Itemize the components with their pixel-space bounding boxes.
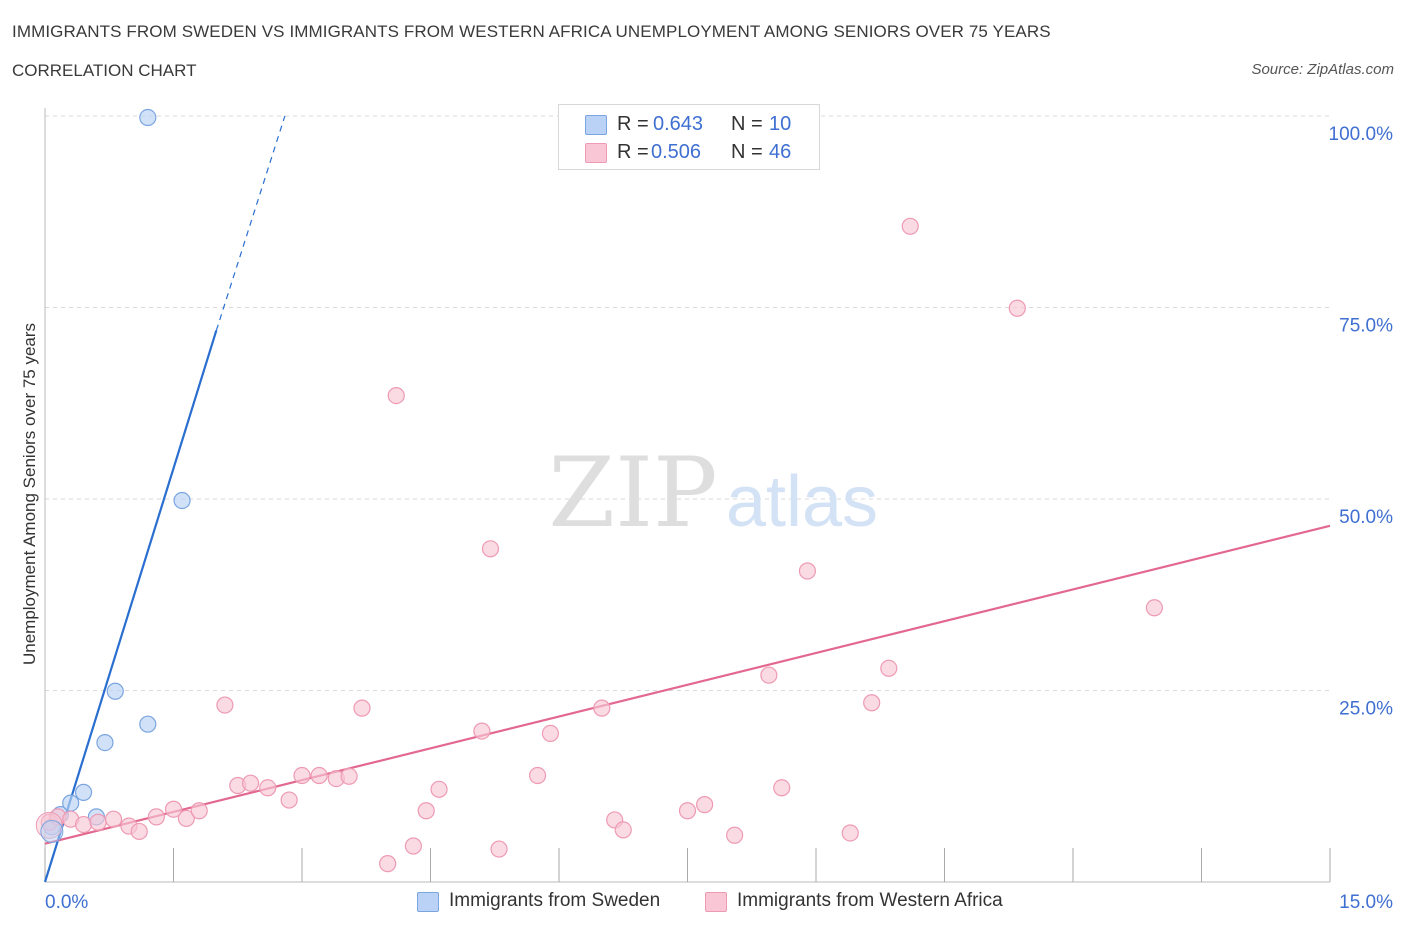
- point-wafrica: [164, 800, 183, 818]
- y-tick-label: 75.0%: [1339, 316, 1393, 337]
- legend-n-label: N =: [731, 141, 763, 163]
- point-wafrica: [880, 659, 898, 677]
- source-label: Source: ZipAtlas.com: [1251, 61, 1394, 78]
- point-wafrica: [473, 722, 491, 740]
- point-wafrica: [726, 826, 744, 844]
- point-wafrica: [841, 824, 859, 842]
- point-wafrica: [430, 780, 448, 798]
- point-wafrica: [773, 779, 791, 797]
- watermark-zip: ZIP: [548, 437, 717, 549]
- point-wafrica: [404, 837, 422, 855]
- point-wafrica: [379, 855, 397, 873]
- bottom-legend-label-sweden: Immigrants from Sweden: [449, 890, 661, 911]
- point-wafrica: [593, 699, 611, 717]
- point-wafrica: [147, 808, 165, 826]
- watermark-atlas: atlas: [726, 462, 878, 542]
- legend-r-value-wafrica: 0.506: [651, 141, 702, 163]
- point-wafrica: [798, 562, 817, 580]
- trendline-sweden: [43, 330, 218, 883]
- grid-layer: [45, 115, 1330, 691]
- legend-r-label: R =: [617, 113, 649, 135]
- legend-n-value-wafrica: 46: [769, 141, 792, 163]
- point-sweden: [173, 491, 191, 510]
- point-wafrica: [74, 815, 93, 834]
- trendline-wafrica: [44, 524, 1331, 845]
- legend-n-label: N =: [731, 113, 763, 135]
- bottom-legend-swatch-wafrica: [705, 892, 727, 912]
- bottom-legend-swatch-sweden: [417, 892, 439, 912]
- bottom-legend-label-wafrica: Immigrants from Western Africa: [737, 890, 1003, 911]
- point-wafrica: [417, 802, 435, 820]
- point-wafrica: [678, 802, 697, 820]
- point-wafrica: [280, 791, 298, 809]
- x-tick-label-min: 0.0%: [45, 892, 88, 913]
- x-tick-label-max: 15.0%: [1339, 892, 1393, 913]
- y-axis-label: Unemployment Among Seniors over 75 years: [20, 323, 39, 665]
- axis-layer: [44, 108, 1331, 883]
- point-sweden: [74, 783, 93, 801]
- point-wafrica: [216, 696, 234, 714]
- point-wafrica: [481, 540, 500, 558]
- point-wafrica: [130, 822, 148, 841]
- point-wafrica: [490, 840, 508, 858]
- trendline-extension-sweden: [215, 115, 286, 331]
- point-wafrica: [541, 724, 560, 742]
- legend-r-label: R =: [617, 141, 649, 163]
- watermark: ZIP atlas: [548, 437, 878, 549]
- trend-layer: [43, 115, 1331, 883]
- point-wafrica: [340, 767, 358, 785]
- point-wafrica: [293, 766, 311, 785]
- y-tick-label: 50.0%: [1339, 507, 1393, 528]
- chart-title: IMMIGRANTS FROM SWEDEN VS IMMIGRANTS FRO…: [12, 22, 1051, 41]
- y-tick-label: 25.0%: [1339, 699, 1393, 720]
- tick-labels: 25.0% 50.0% 75.0% 100.0% 0.0% 15.0%: [45, 124, 1393, 913]
- point-wafrica: [89, 813, 107, 831]
- point-wafrica: [190, 802, 208, 820]
- legend-n-value-sweden: 10: [769, 113, 792, 135]
- point-wafrica: [1145, 599, 1163, 617]
- point-wafrica: [696, 796, 714, 814]
- chart-subtitle: CORRELATION CHART: [12, 61, 197, 80]
- legend-swatch-wafrica: [585, 143, 607, 163]
- point-wafrica: [528, 766, 547, 785]
- point-wafrica: [242, 774, 260, 792]
- point-wafrica: [614, 821, 632, 839]
- point-sweden: [96, 733, 114, 752]
- point-sweden: [139, 715, 157, 733]
- point-sweden: [139, 108, 157, 127]
- legend-swatch-sweden: [585, 115, 607, 135]
- y-tick-label: 100.0%: [1329, 124, 1394, 145]
- point-wafrica: [177, 809, 195, 828]
- correlation-legend: R = 0.643 N = 10 R = 0.506 N = 46: [558, 104, 820, 170]
- point-wafrica: [259, 779, 277, 797]
- legend-r-value-sweden: 0.643: [653, 113, 704, 135]
- point-wafrica: [863, 694, 881, 712]
- point-sweden: [106, 682, 124, 700]
- points-layer: [35, 108, 1163, 873]
- point-cluster-sweden: [40, 819, 64, 843]
- point-sweden: [62, 794, 80, 812]
- point-wafrica: [104, 810, 123, 828]
- point-wafrica: [901, 217, 919, 235]
- point-wafrica: [1008, 299, 1026, 317]
- point-wafrica: [387, 386, 405, 405]
- point-wafrica: [310, 766, 328, 785]
- point-wafrica: [353, 699, 371, 717]
- point-wafrica: [760, 666, 778, 684]
